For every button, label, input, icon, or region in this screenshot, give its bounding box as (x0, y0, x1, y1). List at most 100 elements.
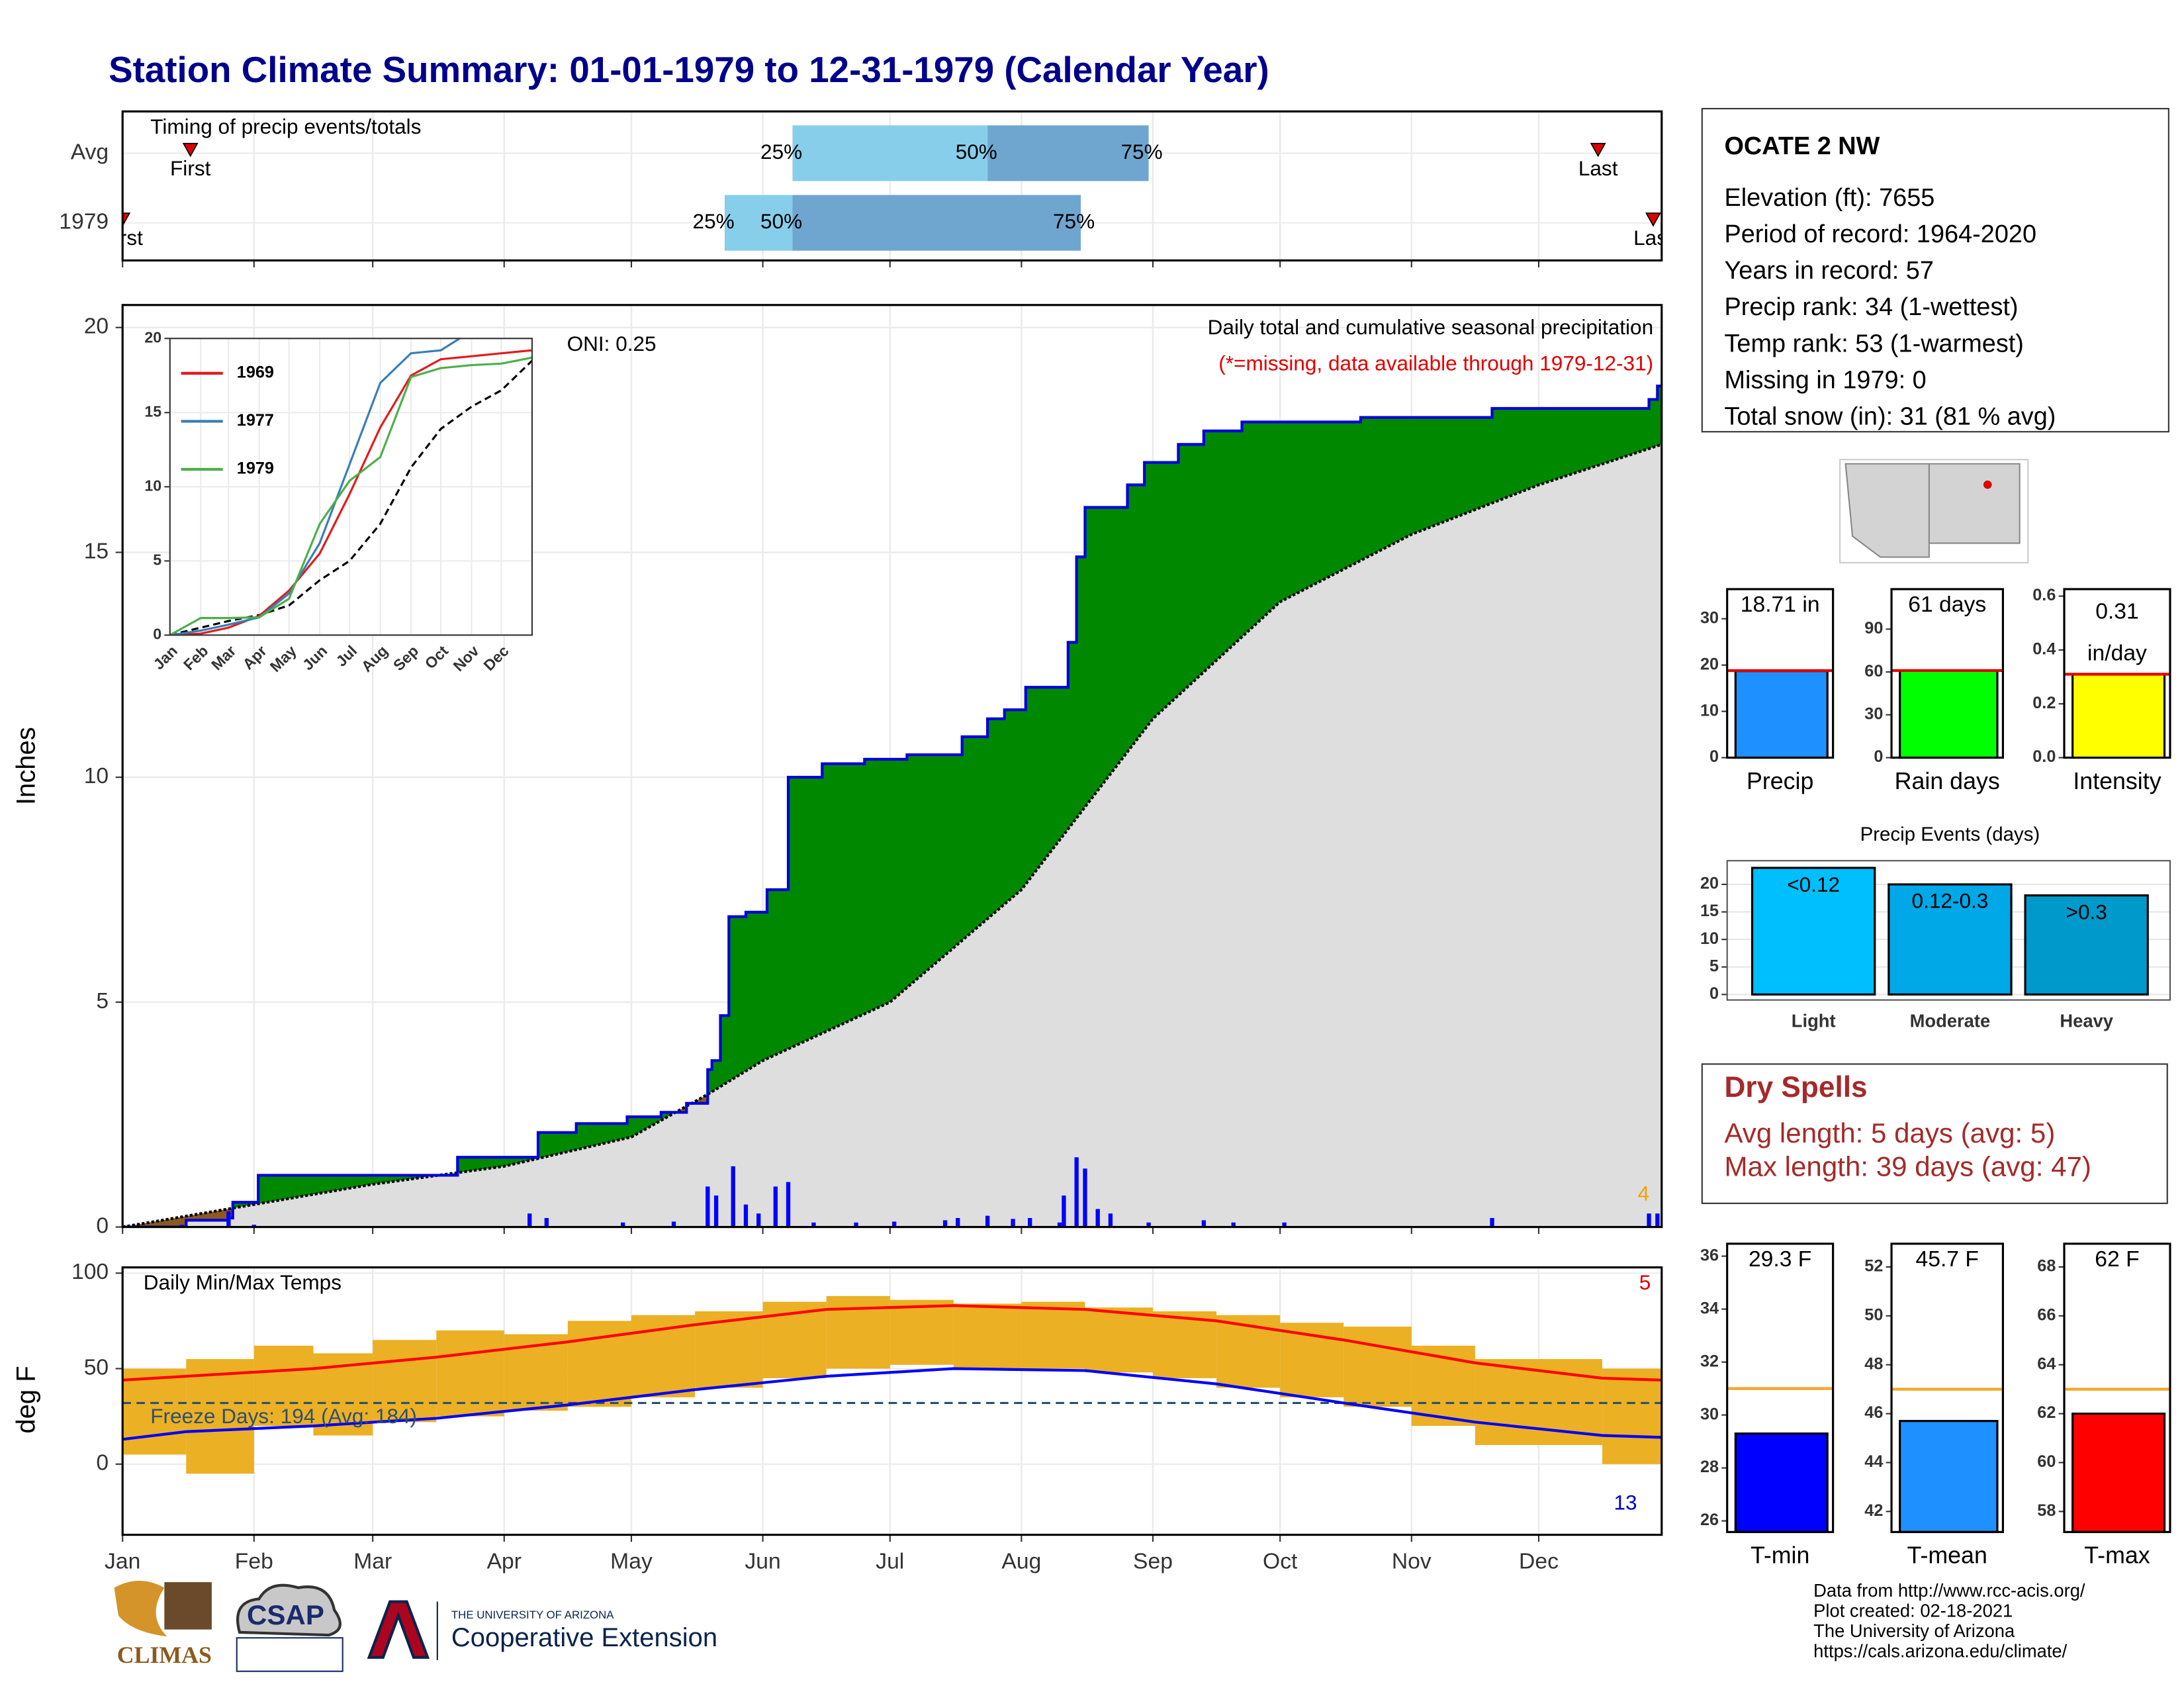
y-tick-label: 58 (2037, 1501, 2056, 1520)
station-line: Total snow (in): 31 (81 % avg) (1724, 403, 2056, 431)
csap-cloud (236, 1583, 341, 1637)
y-tick-label: 28 (1700, 1458, 1719, 1476)
station-line: Missing in 1979: 0 (1724, 366, 1926, 394)
daily-bar (743, 1204, 749, 1227)
y-tick-label: 68 (2037, 1257, 2056, 1276)
daily-bar (985, 1215, 990, 1227)
y-tick-label: 20 (1700, 655, 1719, 673)
y-tick-label: 15 (84, 539, 109, 563)
quartile-label: 25% (693, 209, 735, 233)
page-title: Station Climate Summary: 01-01-1979 to 1… (109, 49, 1269, 90)
temp-range-bar (1602, 1368, 1662, 1464)
logo-text: THE UNIVERSITY OF ARIZONA (451, 1609, 614, 1621)
value-label: 45.7 F (1916, 1247, 1979, 1272)
daily-bar (179, 1225, 185, 1227)
avg-min-line (122, 1367, 1662, 1441)
daily-bar (1655, 1213, 1660, 1227)
y-tick-label: 30 (1700, 1405, 1719, 1423)
y-tick-label: 10 (1700, 701, 1719, 720)
avg-max-line (122, 1304, 1662, 1382)
daily-bar (705, 1186, 710, 1227)
quartile-label: 50% (760, 209, 802, 233)
event-category: Light (1792, 1011, 1836, 1031)
temp-range-bar (1216, 1315, 1281, 1388)
y-tick-label: 0 (96, 1213, 109, 1238)
inset-y-tick-label: 0 (153, 626, 161, 643)
footer-line: https://cals.arizona.edu/climate/ (1813, 1641, 2067, 1662)
event-value-label: <0.12 (1787, 872, 1840, 896)
y-tick-label: 48 (1864, 1354, 1883, 1373)
daily-bar (1011, 1219, 1015, 1227)
inset-y-tick-label: 5 (153, 551, 161, 568)
ua-a (367, 1600, 430, 1659)
daily-bar (226, 1211, 231, 1227)
oni-label: ONI: 0.25 (567, 332, 657, 355)
value-label: 0.31 (2095, 600, 2139, 624)
event-category: Moderate (1910, 1011, 1991, 1031)
max-count: 5 (1639, 1270, 1651, 1294)
y-tick-label: 0.2 (2032, 694, 2056, 712)
y-tick-label: 5 (96, 989, 109, 1013)
event-marker (182, 142, 199, 158)
inset-line (169, 349, 532, 635)
inset-plot (169, 338, 532, 635)
temp-plot (122, 1295, 1662, 1474)
daily-bar (544, 1218, 549, 1227)
y-tick-label: 5 (1709, 957, 1719, 975)
daily-bar (1108, 1213, 1113, 1227)
total-bar (1734, 1432, 1829, 1533)
value-label: in/day (2087, 641, 2147, 666)
daily-bar (756, 1213, 761, 1227)
mini-frame (1726, 1243, 1835, 1533)
daily-bar (773, 1186, 778, 1227)
daily-bar (1146, 1222, 1151, 1227)
event-marker (122, 212, 131, 227)
y-tick-label: 0 (1874, 747, 1883, 766)
dry-line: Avg length: 5 days (avg: 5) (1724, 1117, 2055, 1149)
daily-bar (1231, 1222, 1236, 1227)
footer-line: Data from http://www.rcc-acis.org/ (1813, 1580, 2085, 1601)
y-tick-label: 32 (1700, 1352, 1719, 1370)
inset-frame (169, 338, 533, 636)
temp-range-bar (373, 1340, 437, 1423)
temp-range-bar (1152, 1311, 1217, 1378)
daily-bar (713, 1196, 719, 1227)
y-axis-title: Inches (12, 727, 41, 805)
daily-bar (1095, 1209, 1100, 1227)
total-bar (2071, 1412, 2166, 1533)
daily-bar (1057, 1222, 1062, 1227)
y-tick-label: 0 (1709, 984, 1719, 1003)
y-tick-label: 66 (2037, 1305, 2056, 1324)
event-category: Heavy (2060, 1011, 2113, 1031)
station-line: Temp rank: 53 (1-warmest) (1724, 330, 2023, 357)
daily-bar (1282, 1222, 1287, 1227)
daily-bar (1490, 1218, 1494, 1227)
y-tick-label: 36 (1700, 1246, 1719, 1264)
event-label: Last (1578, 156, 1618, 180)
station-name: OCATE 2 NW (1724, 132, 1880, 160)
y-tick-label: 30 (1700, 608, 1719, 627)
cumulative-line (122, 384, 1662, 1227)
daily-bar (811, 1222, 816, 1227)
events-title: Precip Events (days) (1860, 823, 2040, 845)
total-bar (2071, 673, 2166, 759)
freeze-label: Freeze Days: 194 (Avg: 184) (150, 1404, 417, 1428)
station-line: Precip rank: 34 (1-wettest) (1724, 293, 2018, 321)
station-line: Years in record: 57 (1724, 257, 1933, 285)
map-states (1844, 463, 2021, 558)
value-label: 62 F (2095, 1247, 2139, 1272)
daily-bar (956, 1218, 960, 1227)
event-marker (1590, 142, 1606, 158)
total-bar (1899, 669, 1999, 759)
row-label: 1979 (59, 210, 109, 234)
daily-bar (1062, 1196, 1066, 1227)
station-dot (1983, 480, 1992, 489)
inset-line (169, 338, 462, 635)
event-bar (2024, 894, 2149, 996)
precip-plot (122, 384, 1662, 1227)
csap-base (236, 1637, 343, 1672)
x-tick-label: Jan (105, 1550, 140, 1574)
quartile-bar-high (987, 125, 1149, 181)
